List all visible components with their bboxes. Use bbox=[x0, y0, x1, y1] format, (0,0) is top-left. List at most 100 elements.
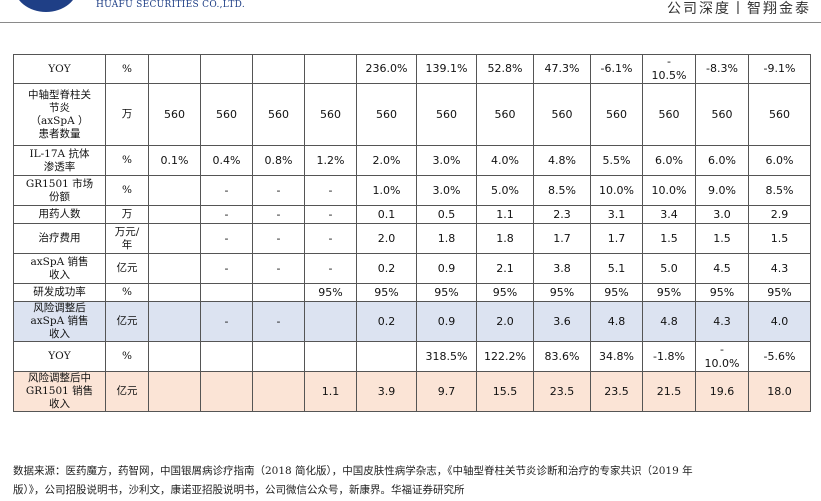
table-cell: 3.8 bbox=[533, 253, 591, 284]
table-cell bbox=[148, 175, 201, 206]
table-cell: 122.2% bbox=[476, 341, 534, 372]
table-cell: 6.0% bbox=[748, 145, 811, 176]
table-row: 风险调整后 axSpA 销售 收入 亿元 - -0.2 0.9 2.0 3.6 4.8 4.8 4.3… bbox=[13, 301, 811, 342]
table-row: 用药人数万 - - -0.1 0.5 1.1 2.3 3.1 3.4 3.0 2.9 bbox=[13, 205, 811, 224]
table-cell: 18.0 bbox=[748, 371, 811, 412]
row-label: 中轴型脊柱关 节炎 （axSpA ）患者数量 bbox=[13, 83, 106, 146]
table-cell: 0.2 bbox=[356, 253, 417, 284]
table-cell: 83.6% bbox=[533, 341, 591, 372]
table-cell: 560 bbox=[304, 83, 357, 146]
table-row: 中轴型脊柱关 节炎 （axSpA ）患者数量万 560 560 560 560 560 560 5… bbox=[13, 83, 811, 146]
table-cell: 6.0% bbox=[642, 145, 696, 176]
table-cell: 10.0% bbox=[642, 175, 696, 206]
row-unit: 万 bbox=[105, 205, 149, 224]
table-cell: 0.5 bbox=[416, 205, 477, 224]
table-cell: 1.7 bbox=[533, 223, 591, 254]
table-cell: 95% bbox=[476, 283, 534, 302]
row-label: 研发成功率 bbox=[13, 283, 106, 302]
row-unit: 万 bbox=[105, 83, 149, 146]
row-unit: 亿元 bbox=[105, 301, 149, 342]
row-label: 风险调整后中 GR1501 销售 收入 bbox=[13, 371, 106, 412]
row-label: YOY bbox=[13, 54, 106, 84]
table-cell: 3.1 bbox=[590, 205, 643, 224]
row-unit: % bbox=[105, 175, 149, 206]
table-cell bbox=[252, 371, 305, 412]
table-cell: -5.6% bbox=[748, 341, 811, 372]
table-cell: 1.5 bbox=[642, 223, 696, 254]
table-cell: 560 bbox=[148, 83, 201, 146]
table-cell: 95% bbox=[356, 283, 417, 302]
table-cell bbox=[148, 341, 201, 372]
table-cell: -1.8% bbox=[642, 341, 696, 372]
table-cell: 3.9 bbox=[356, 371, 417, 412]
page-header: HUAFU SECURITIES CO.,LTD. 公司深度丨智翔金泰 bbox=[0, 0, 821, 24]
table-cell bbox=[148, 371, 201, 412]
table-cell bbox=[148, 253, 201, 284]
table-cell: 21.5 bbox=[642, 371, 696, 412]
table-cell: 47.3% bbox=[533, 54, 591, 84]
table-cell bbox=[252, 341, 305, 372]
row-unit: 万元/年 bbox=[105, 223, 149, 254]
row-unit: % bbox=[105, 54, 149, 84]
table-row: 治疗费用 万元/年 - - -2.0 1.8 1.8 1.7 1.7 1.5 1.5 1.5 bbox=[13, 223, 811, 254]
table-cell bbox=[200, 54, 253, 84]
table-cell: 95% bbox=[533, 283, 591, 302]
table-cell bbox=[252, 283, 305, 302]
table-cell: - bbox=[200, 301, 253, 342]
source-line-2: 版）》，公司招股说明书，沙利文，康诺亚招股说明书，公司微信公众号，新康界。华福证… bbox=[13, 484, 465, 496]
header-divider bbox=[0, 22, 821, 23]
table-cell: 1.8 bbox=[416, 223, 477, 254]
table-cell: - bbox=[304, 175, 357, 206]
table-cell: 4.3 bbox=[748, 253, 811, 284]
table-cell: 1.5 bbox=[748, 223, 811, 254]
table-cell: -10.0% bbox=[695, 341, 749, 372]
table-cell: 0.8% bbox=[252, 145, 305, 176]
table-cell bbox=[304, 341, 357, 372]
row-label: IL-17A 抗体 渗透率 bbox=[13, 145, 106, 176]
table-cell: 23.5 bbox=[533, 371, 591, 412]
table-cell: 560 bbox=[416, 83, 477, 146]
table-cell: 1.1 bbox=[304, 371, 357, 412]
table-row: axSpA 销售 收入 亿元 - - -0.2 0.9 2.1 3.8 5.1 5.0 4.5 4.3 bbox=[13, 253, 811, 284]
table-cell bbox=[148, 54, 201, 84]
table-cell bbox=[200, 371, 253, 412]
table-cell bbox=[148, 301, 201, 342]
table-cell: - bbox=[304, 223, 357, 254]
table-cell: 8.5% bbox=[748, 175, 811, 206]
table-cell: -6.1% bbox=[590, 54, 643, 84]
table-cell: -9.1% bbox=[748, 54, 811, 84]
table-cell: 52.8% bbox=[476, 54, 534, 84]
table-cell: 4.8 bbox=[590, 301, 643, 342]
table-cell: 236.0% bbox=[356, 54, 417, 84]
table-cell: 2.0% bbox=[356, 145, 417, 176]
table-cell: 6.0% bbox=[695, 145, 749, 176]
table-cell: 4.8 bbox=[642, 301, 696, 342]
row-label: axSpA 销售 收入 bbox=[13, 253, 106, 284]
table-cell: 2.9 bbox=[748, 205, 811, 224]
table-cell: 560 bbox=[356, 83, 417, 146]
table-cell: 560 bbox=[590, 83, 643, 146]
table-cell: 15.5 bbox=[476, 371, 534, 412]
row-label: 用药人数 bbox=[13, 205, 106, 224]
table-cell: 4.0 bbox=[748, 301, 811, 342]
table-cell bbox=[304, 54, 357, 84]
table-cell: 0.1 bbox=[356, 205, 417, 224]
table-cell: 0.9 bbox=[416, 301, 477, 342]
table-cell: 4.5 bbox=[695, 253, 749, 284]
table-cell: 2.1 bbox=[476, 253, 534, 284]
row-label: 风险调整后 axSpA 销售 收入 bbox=[13, 301, 106, 342]
table-cell: 560 bbox=[748, 83, 811, 146]
table-cell: 5.0% bbox=[476, 175, 534, 206]
table-cell: - bbox=[252, 253, 305, 284]
table-row: IL-17A 抗体 渗透率% 0.1% 0.4% 0.8% 1.2% 2.0% 3.0% 4.0… bbox=[13, 145, 811, 176]
table-cell: 19.6 bbox=[695, 371, 749, 412]
table-cell: 23.5 bbox=[590, 371, 643, 412]
table-cell: 3.0 bbox=[695, 205, 749, 224]
table-cell: - bbox=[304, 205, 357, 224]
table-cell: 0.1% bbox=[148, 145, 201, 176]
table-cell: 0.2 bbox=[356, 301, 417, 342]
table-row: GR1501 市场 份额% - - -1.0% 3.0% 5.0% 8.5% 10.0% 10.0… bbox=[13, 175, 811, 206]
table-cell: 1.8 bbox=[476, 223, 534, 254]
forecast-table: YOY% 236.0% 139.1% 52.8% 47.3% -6.1% -10.5% -8.… bbox=[13, 54, 811, 412]
table-row: 风险调整后中 GR1501 销售 收入 亿元 1.1 3.9 9.7 15.5 23.5 23.5… bbox=[13, 371, 811, 412]
